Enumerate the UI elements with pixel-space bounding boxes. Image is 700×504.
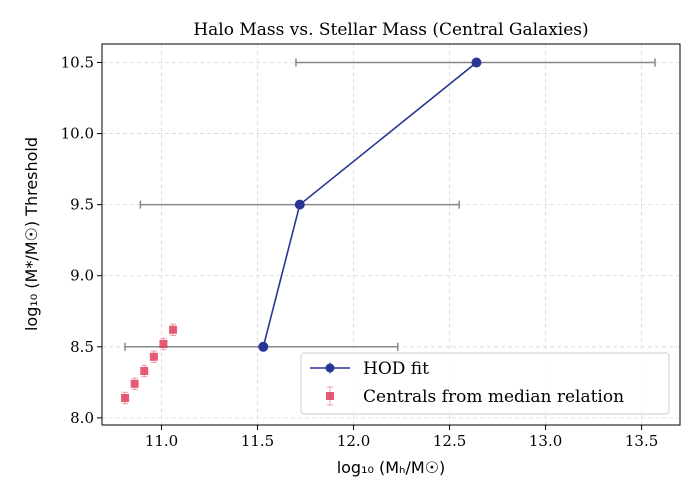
legend-swatch-centrals	[326, 386, 334, 406]
hod-fit-point	[294, 199, 305, 210]
legend-label-centrals: Centrals from median relation	[363, 387, 624, 407]
legend: HOD fit Centrals from median relation	[300, 352, 670, 415]
y-tick-label: 10.0	[61, 125, 94, 143]
centrals-point	[149, 352, 158, 361]
centrals-point	[169, 325, 178, 334]
x-tick-label: 13.5	[625, 432, 658, 450]
y-tick-label: 10.5	[61, 53, 94, 71]
hod-fit-point	[471, 57, 482, 68]
y-tick-label: 8.5	[70, 338, 94, 356]
y-axis-label: log₁₀ (M*/M☉) Threshold	[22, 137, 41, 331]
centrals-point	[121, 393, 130, 402]
legend-centrals-marker	[326, 392, 334, 400]
centrals-point	[130, 379, 139, 388]
legend-swatch-hod-fit	[310, 362, 350, 374]
legend-box	[300, 352, 670, 415]
x-tick-label: 11.0	[145, 432, 178, 450]
y-tick-label: 9.0	[70, 267, 94, 285]
y-tick-label: 9.5	[70, 196, 94, 214]
chart-title: Halo Mass vs. Stellar Mass (Central Gala…	[193, 20, 588, 40]
data-layer	[121, 57, 656, 405]
x-axis-label: log₁₀ (Mₕ/M☉)	[337, 458, 446, 477]
plot-frame	[101, 43, 681, 426]
x-tick-label: 13.0	[529, 432, 562, 450]
hod-fit-point	[258, 341, 269, 352]
x-tick-label: 12.5	[433, 432, 466, 450]
legend-label-hod-fit: HOD fit	[363, 359, 429, 379]
y-tick-label: 8.0	[70, 409, 94, 427]
centrals-point	[159, 339, 168, 348]
axis-ticks: 11.0 11.5 12.0 12.5 13.0 13.5 8.0 8.5 9.0 9.5 10.0…	[61, 53, 659, 450]
legend-hod-marker	[325, 363, 335, 373]
x-tick-label: 12.0	[337, 432, 370, 450]
x-tick-label: 11.5	[241, 432, 274, 450]
centrals-point	[140, 366, 149, 375]
